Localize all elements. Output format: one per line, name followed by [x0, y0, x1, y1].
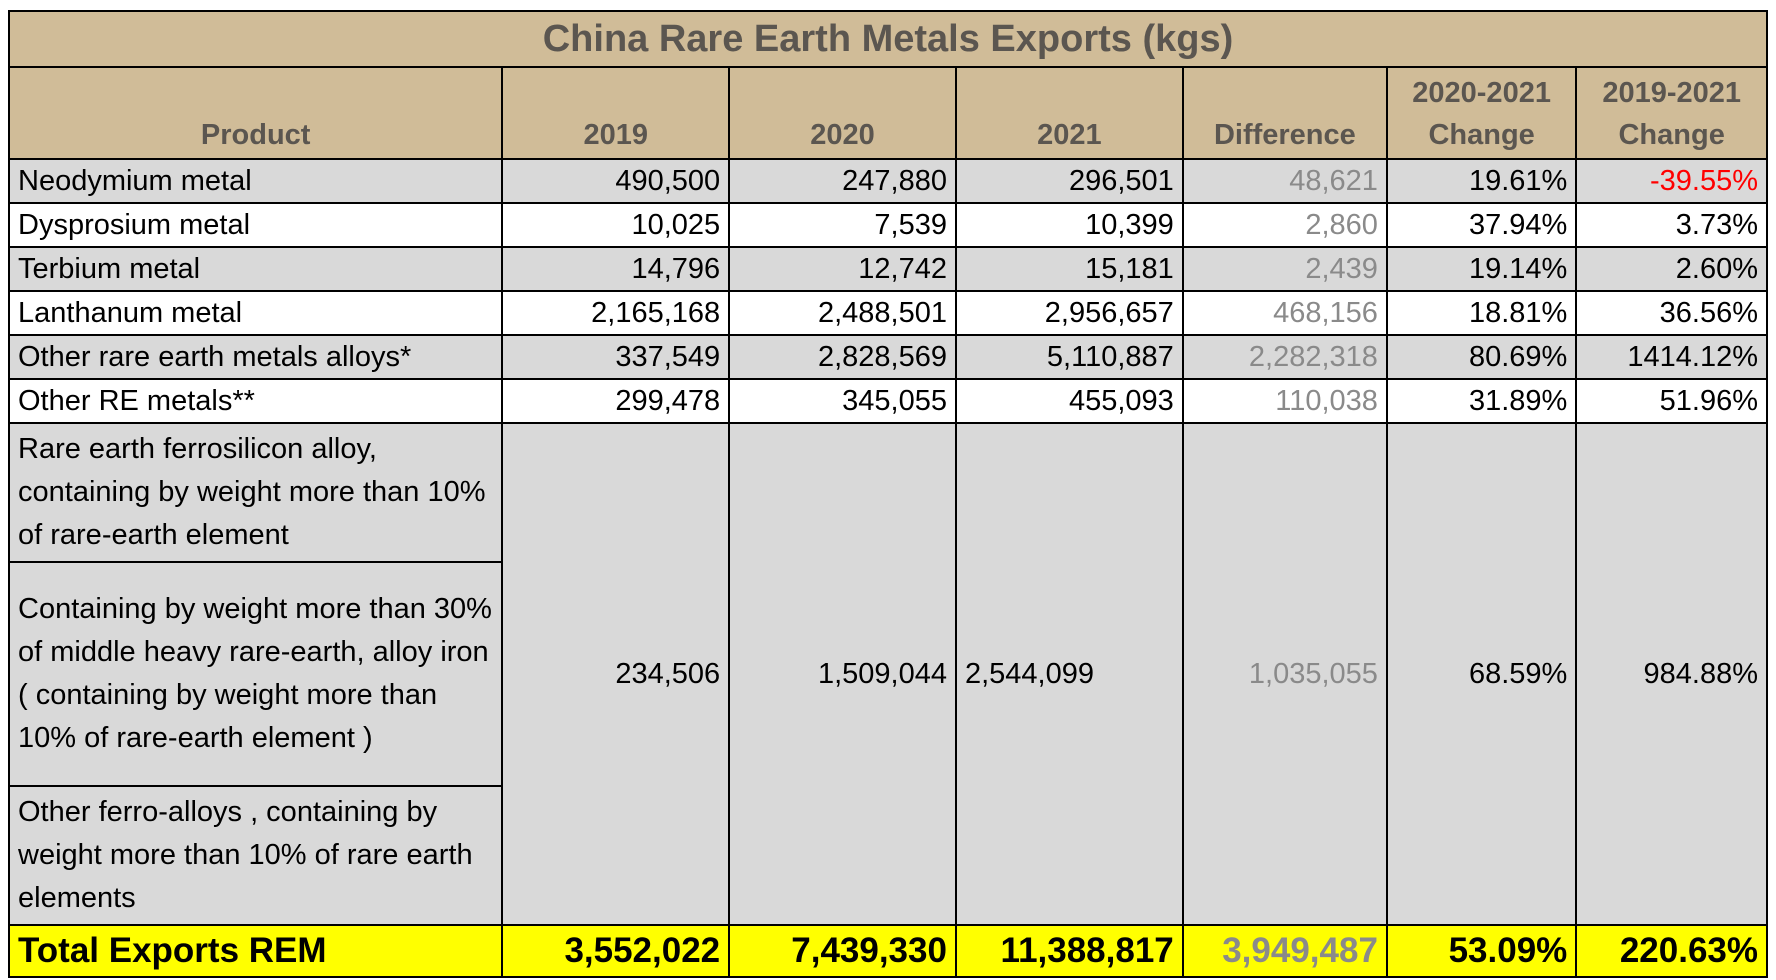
- cell-product: Neodymium metal: [7, 158, 504, 204]
- header-2021: 2021: [954, 66, 1184, 160]
- header-change-2020-2021-line2: Change: [1428, 119, 1535, 151]
- cell-2021: 2,956,657: [954, 290, 1184, 336]
- header-product: Product: [7, 66, 504, 160]
- cell-change-2019-2021: -39.55%: [1575, 158, 1768, 204]
- cell-2021: 5,110,887: [954, 334, 1184, 380]
- total-change-2019-2021: 220.63%: [1575, 924, 1768, 978]
- table-row: Containing by weight more than 30% of mi…: [7, 561, 1767, 787]
- cell-product: Other ferro-alloys , containing by weigh…: [7, 785, 504, 926]
- cell-change-2019-2021: 51.96%: [1575, 378, 1768, 424]
- table-row: Rare earth ferrosilicon alloy, containin…: [7, 422, 1768, 926]
- cell-change-2019-2021: 3.73%: [1575, 202, 1768, 248]
- cell-2020: 247,880: [728, 158, 957, 204]
- cell-product: Terbium metal: [7, 246, 504, 292]
- cell-product: Rare earth ferrosilicon alloy, containin…: [7, 422, 504, 563]
- total-label: Total Exports REM: [7, 924, 504, 978]
- total-2019: 3,552,022: [501, 924, 731, 978]
- total-2020: 7,439,330: [728, 924, 957, 978]
- cell-2020: 2,488,501: [728, 290, 957, 336]
- header-row: Product 2019 2020 2021 Difference 2020-2…: [7, 66, 1768, 160]
- cell-difference: 48,621: [1181, 158, 1388, 204]
- cell-2021: 455,093: [954, 378, 1184, 424]
- group-cell-2019: 234,506: [501, 422, 731, 926]
- cell-2020: 12,742: [728, 246, 957, 292]
- header-change-2019-2021-line2: Change: [1618, 119, 1725, 151]
- cell-change-2019-2021: 2.60%: [1575, 246, 1768, 292]
- group-cell-change-2019-2021: 984.88%: [1575, 422, 1768, 926]
- cell-product: Other RE metals**: [7, 378, 504, 424]
- group-cell-2021: 2,544,099: [954, 422, 1184, 926]
- cell-difference: 2,860: [1181, 202, 1388, 248]
- header-change-2020-2021: 2020-2021 Change: [1385, 66, 1578, 160]
- table-row: Other ferro-alloys , containing by weigh…: [7, 785, 1767, 926]
- header-change-2019-2021: 2019-2021 Change: [1575, 66, 1768, 160]
- cell-2020: 345,055: [728, 378, 957, 424]
- cell-product: Other rare earth metals alloys*: [7, 334, 504, 380]
- group-cell-change-2020-2021: 68.59%: [1385, 422, 1578, 926]
- table-row: Dysprosium metal 10,025 7,539 10,399 2,8…: [7, 202, 1768, 248]
- cell-change-2020-2021: 31.89%: [1385, 378, 1578, 424]
- header-change-2020-2021-line1: 2020-2021: [1412, 77, 1551, 109]
- cell-2021: 15,181: [954, 246, 1184, 292]
- cell-difference: 110,038: [1181, 378, 1388, 424]
- cell-change-2020-2021: 19.61%: [1385, 158, 1578, 204]
- header-2019: 2019: [501, 66, 731, 160]
- cell-2019: 10,025: [501, 202, 731, 248]
- table-row: Other rare earth metals alloys* 337,549 …: [7, 334, 1768, 380]
- table-title: China Rare Earth Metals Exports (kgs): [8, 10, 1768, 68]
- cell-2019: 14,796: [501, 246, 731, 292]
- data-table: China Rare Earth Metals Exports (kgs) Pr…: [7, 10, 1768, 978]
- table-row: Other RE metals** 299,478 345,055 455,09…: [7, 378, 1768, 424]
- cell-change-2019-2021: 36.56%: [1575, 290, 1768, 336]
- cell-2021: 296,501: [954, 158, 1184, 204]
- cell-change-2020-2021: 18.81%: [1385, 290, 1578, 336]
- cell-product: Lanthanum metal: [7, 290, 504, 336]
- cell-product: Dysprosium metal: [7, 202, 504, 248]
- cell-product: Containing by weight more than 30% of mi…: [7, 561, 504, 787]
- cell-change-2020-2021: 80.69%: [1385, 334, 1578, 380]
- cell-change-2020-2021: 37.94%: [1385, 202, 1578, 248]
- table-row: Terbium metal 14,796 12,742 15,181 2,439…: [7, 246, 1768, 292]
- header-difference: Difference: [1181, 66, 1388, 160]
- cell-2019: 2,165,168: [501, 290, 731, 336]
- cell-difference: 2,439: [1181, 246, 1388, 292]
- cell-difference: 468,156: [1181, 290, 1388, 336]
- total-difference: 3,949,487: [1181, 924, 1388, 978]
- rare-earth-exports-table: China Rare Earth Metals Exports (kgs) Pr…: [7, 10, 1768, 978]
- cell-difference: 2,282,318: [1181, 334, 1388, 380]
- total-2021: 11,388,817: [954, 924, 1184, 978]
- title-row: China Rare Earth Metals Exports (kgs): [8, 10, 1768, 68]
- header-2020: 2020: [728, 66, 957, 160]
- cell-change-2019-2021: 1414.12%: [1575, 334, 1768, 380]
- total-change-2020-2021: 53.09%: [1385, 924, 1578, 978]
- cell-change-2020-2021: 19.14%: [1385, 246, 1578, 292]
- total-row: Total Exports REM 3,552,022 7,439,330 11…: [7, 924, 1768, 978]
- table-row: Lanthanum metal 2,165,168 2,488,501 2,95…: [7, 290, 1768, 336]
- table-row: Neodymium metal 490,500 247,880 296,501 …: [7, 158, 1768, 204]
- cell-2020: 2,828,569: [728, 334, 957, 380]
- cell-2019: 337,549: [501, 334, 731, 380]
- cell-2020: 7,539: [728, 202, 957, 248]
- group-cell-2020: 1,509,044: [728, 422, 957, 926]
- cell-2021: 10,399: [954, 202, 1184, 248]
- header-change-2019-2021-line1: 2019-2021: [1602, 77, 1741, 109]
- cell-2019: 490,500: [501, 158, 731, 204]
- group-cell-difference: 1,035,055: [1181, 422, 1388, 926]
- cell-2019: 299,478: [501, 378, 731, 424]
